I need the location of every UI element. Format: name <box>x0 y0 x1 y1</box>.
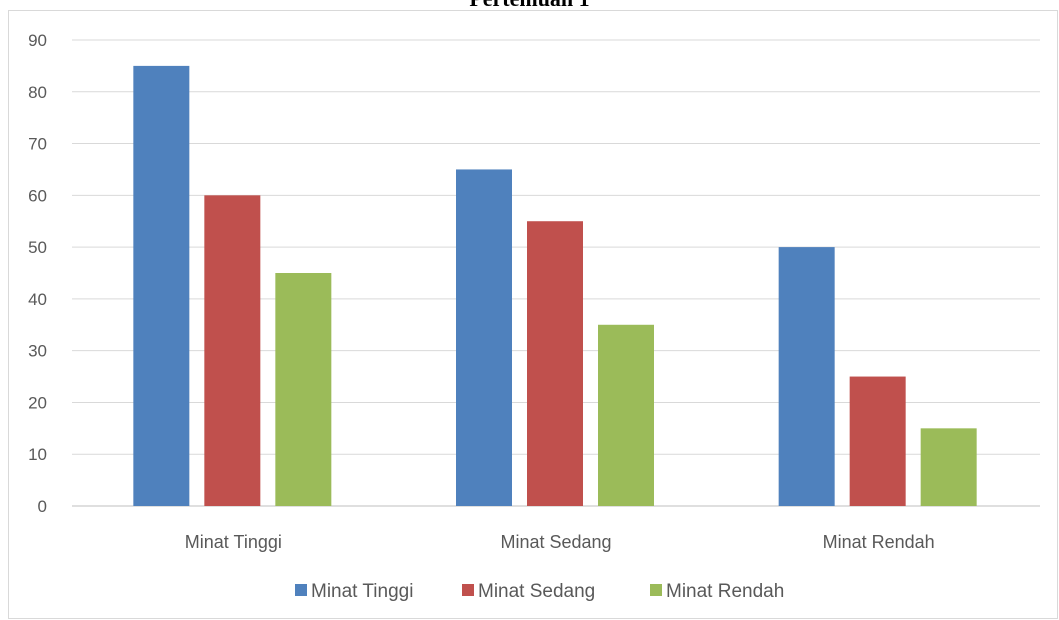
legend-label: Minat Rendah <box>666 581 784 602</box>
bar-minat-rendah-minat-tinggi <box>275 273 332 506</box>
bar-minat-sedang-minat-sedang <box>527 221 583 506</box>
bar-minat-rendah-minat-sedang <box>598 324 654 506</box>
y-tick-label: 20 <box>28 393 47 412</box>
x-category-label: Minat Rendah <box>823 532 935 552</box>
y-tick-label: 10 <box>28 445 47 464</box>
chart-title: Pertemuan 1 <box>0 0 1059 12</box>
x-category-label: Minat Tinggi <box>185 532 282 552</box>
bar-minat-tinggi-minat-tinggi <box>133 65 190 506</box>
y-tick-label: 30 <box>28 342 47 361</box>
bars <box>133 65 977 507</box>
legend-label: Minat Sedang <box>478 581 595 602</box>
legend-label: Minat Tinggi <box>311 581 413 602</box>
bar-minat-tinggi-minat-rendah <box>778 247 835 506</box>
x-category-label: Minat Sedang <box>500 532 611 552</box>
bar-minat-sedang-minat-tinggi <box>204 195 261 507</box>
y-tick-label: 0 <box>38 497 47 516</box>
bar-minat-tinggi-minat-sedang <box>456 169 512 506</box>
y-tick-label: 90 <box>28 31 47 50</box>
y-tick-label: 60 <box>28 186 47 205</box>
y-tick-label: 50 <box>28 238 47 257</box>
bar-minat-sedang-minat-rendah <box>849 376 906 506</box>
y-tick-label: 40 <box>28 290 47 309</box>
legend-swatch <box>650 584 662 596</box>
y-tick-label: 70 <box>28 135 47 154</box>
legend-swatch <box>462 584 474 596</box>
legend: Minat Tinggi Minat Sedang Minat Rendah <box>295 581 784 602</box>
y-tick-label: 80 <box>28 83 47 102</box>
x-axis-categories: Minat Tinggi Minat Sedang Minat Rendah <box>185 532 935 552</box>
bar-minat-rendah-minat-rendah <box>920 428 977 506</box>
y-axis-ticks: 0 10 20 30 40 50 60 70 80 90 <box>28 31 47 516</box>
legend-swatch <box>295 584 307 596</box>
